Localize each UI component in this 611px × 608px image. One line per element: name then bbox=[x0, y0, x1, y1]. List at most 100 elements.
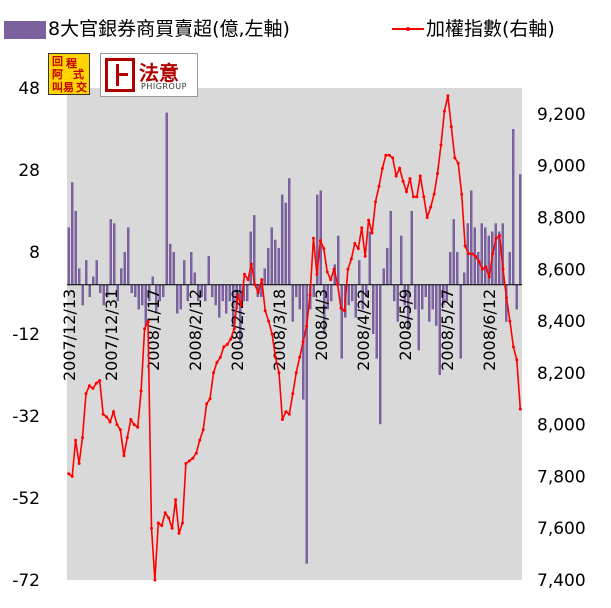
index-point bbox=[408, 177, 412, 181]
right-tick-label: 8,600 bbox=[537, 260, 586, 280]
bar bbox=[330, 284, 333, 302]
index-point bbox=[94, 381, 98, 385]
bar bbox=[354, 284, 357, 318]
bar bbox=[78, 268, 81, 285]
index-point bbox=[380, 166, 384, 170]
index-point bbox=[215, 361, 219, 364]
index-point bbox=[198, 438, 202, 442]
index-point bbox=[332, 267, 336, 271]
bar bbox=[375, 284, 378, 359]
index-point bbox=[129, 418, 133, 421]
bar bbox=[407, 284, 410, 330]
bar bbox=[340, 284, 343, 359]
bar bbox=[281, 194, 284, 285]
index-point bbox=[484, 265, 488, 269]
index-point bbox=[394, 174, 398, 178]
bar bbox=[312, 284, 315, 298]
index-point bbox=[160, 524, 164, 528]
bar bbox=[95, 260, 98, 285]
index-point bbox=[184, 462, 188, 465]
index-point bbox=[287, 412, 291, 416]
index-point bbox=[508, 319, 512, 323]
index-point bbox=[418, 174, 422, 178]
bar bbox=[123, 252, 126, 285]
date-label: 2008/6/12 bbox=[480, 289, 499, 371]
bar bbox=[515, 284, 518, 310]
index-point bbox=[470, 252, 474, 256]
index-point bbox=[411, 195, 415, 199]
index-point bbox=[511, 345, 515, 349]
index-point bbox=[77, 462, 81, 465]
logo-mark bbox=[105, 58, 135, 92]
index-point bbox=[122, 454, 126, 458]
index-point bbox=[429, 205, 433, 209]
index-point bbox=[284, 410, 288, 414]
index-point bbox=[487, 275, 491, 279]
left-tick-label: 8 bbox=[29, 243, 40, 263]
bar bbox=[151, 276, 154, 285]
legend-bar-label: 8大官銀券商買賣超(億,左軸) bbox=[48, 18, 290, 40]
index-point bbox=[336, 283, 340, 287]
bar bbox=[113, 223, 116, 285]
bar bbox=[274, 239, 277, 285]
index-point bbox=[139, 389, 143, 393]
right-tick-label: 8,400 bbox=[537, 312, 586, 332]
bar bbox=[379, 284, 382, 425]
index-point bbox=[177, 531, 181, 535]
bar bbox=[452, 219, 455, 285]
bar bbox=[505, 284, 508, 322]
bar bbox=[487, 235, 490, 285]
bar bbox=[368, 231, 371, 285]
bar bbox=[116, 284, 119, 302]
index-point bbox=[463, 244, 467, 248]
bar bbox=[267, 247, 270, 285]
index-point bbox=[453, 156, 457, 160]
line-series bbox=[67, 94, 522, 582]
index-point bbox=[374, 200, 377, 204]
index-point bbox=[174, 498, 178, 502]
bar bbox=[200, 284, 203, 298]
bar bbox=[512, 129, 515, 285]
logo-glyph: 交 bbox=[76, 81, 87, 94]
index-point bbox=[401, 179, 405, 183]
right-tick-label: 8,000 bbox=[537, 416, 586, 436]
bar bbox=[92, 276, 95, 285]
index-point bbox=[432, 192, 436, 196]
index-point bbox=[456, 161, 460, 165]
index-point bbox=[229, 337, 233, 341]
bar bbox=[295, 284, 298, 298]
left-axis: 48 28 8 -12 -32 -52 -72 bbox=[12, 79, 40, 591]
bar bbox=[106, 284, 109, 298]
logo-glyph: 阿 bbox=[52, 68, 63, 81]
logo-badge-2: 法意 PHIGROUP bbox=[100, 53, 198, 97]
bar bbox=[498, 231, 501, 285]
index-point bbox=[384, 153, 388, 157]
index-point bbox=[243, 272, 246, 276]
right-tick-label: 9,000 bbox=[537, 157, 586, 177]
index-point bbox=[74, 438, 78, 442]
index-point bbox=[425, 216, 429, 219]
bar bbox=[449, 252, 452, 285]
bar bbox=[445, 284, 448, 302]
bar bbox=[193, 272, 196, 285]
index-point bbox=[308, 293, 312, 297]
bar bbox=[435, 284, 438, 326]
date-label: 2008/5/27 bbox=[438, 289, 457, 371]
index-point bbox=[218, 355, 222, 359]
logo-glyph: 回 bbox=[52, 55, 63, 68]
index-point bbox=[322, 247, 326, 250]
bar bbox=[358, 260, 361, 285]
logo-name: 法意 bbox=[139, 61, 179, 85]
bar bbox=[165, 112, 168, 285]
index-point bbox=[405, 190, 408, 194]
bar bbox=[319, 190, 322, 285]
index-point bbox=[312, 236, 315, 240]
index-point bbox=[225, 342, 229, 346]
right-tick-label: 7,400 bbox=[537, 571, 586, 591]
index-point bbox=[298, 355, 302, 359]
right-tick-label: 8,200 bbox=[537, 364, 586, 384]
index-point bbox=[260, 278, 264, 282]
index-point bbox=[360, 226, 364, 230]
legend-line-marker bbox=[406, 27, 410, 31]
